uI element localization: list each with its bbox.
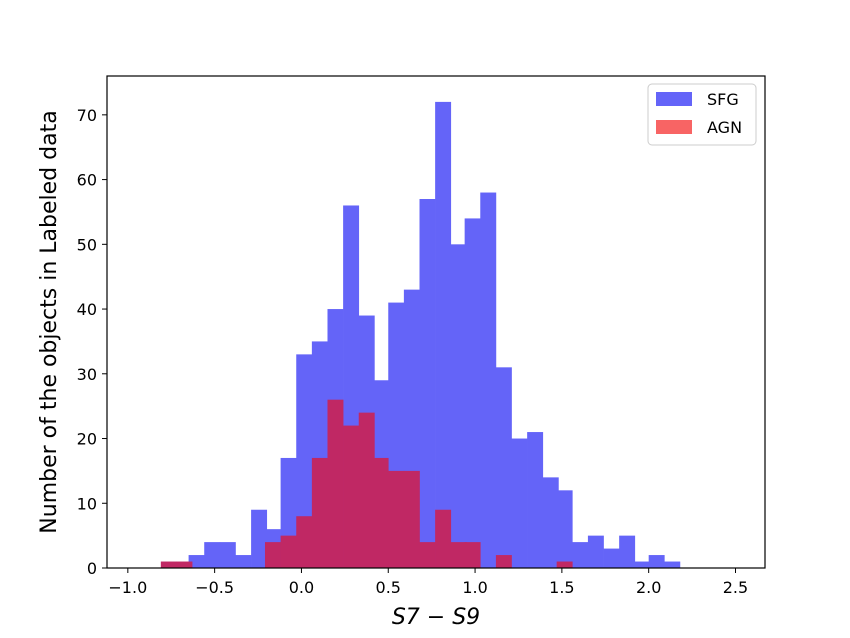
bar-sfg	[619, 535, 636, 568]
x-tick-label: 0.5	[376, 578, 401, 597]
bar-agn	[435, 509, 452, 568]
bar-agn	[419, 542, 436, 568]
bar-agn	[403, 470, 420, 568]
legend: SFG AGN	[647, 83, 757, 146]
bar-agn	[176, 561, 193, 568]
bar-sfg	[648, 555, 665, 568]
x-axis-label: S7 − S9	[392, 605, 480, 630]
y-tick-label: 40	[77, 300, 97, 319]
bar-sfg	[435, 101, 452, 568]
bar-sfg	[450, 244, 467, 568]
series-sfg	[188, 101, 681, 569]
bar-agn	[311, 457, 328, 568]
x-tick-label: 2.5	[723, 578, 748, 597]
bar-sfg	[634, 561, 651, 568]
legend-swatch-sfg	[656, 92, 692, 106]
bar-sfg	[204, 542, 221, 568]
bar-sfg	[511, 438, 528, 568]
bar-agn	[372, 457, 389, 568]
y-tick-label: 0	[87, 559, 97, 578]
legend-label-agn: AGN	[707, 118, 742, 137]
bar-agn	[296, 516, 313, 568]
bar-sfg	[235, 555, 252, 568]
bar-sfg	[419, 199, 436, 568]
x-tick-label: −1.0	[108, 578, 147, 597]
x-axis-ticks: −1.0 −0.5 0.0 0.5 1.0 1.5 2.0 2.5	[108, 568, 748, 597]
bar-sfg	[188, 555, 205, 568]
bar-agn	[450, 542, 467, 568]
y-tick-label: 30	[77, 365, 97, 384]
bar-agn	[556, 561, 573, 568]
bar-agn	[343, 425, 360, 568]
bars-layer	[160, 101, 681, 569]
x-tick-label: 1.5	[549, 578, 574, 597]
bar-agn	[495, 555, 512, 568]
bar-agn	[327, 399, 344, 568]
y-tick-label: 50	[77, 235, 97, 254]
bar-sfg	[664, 561, 681, 568]
legend-label-sfg: SFG	[707, 90, 739, 109]
y-tick-label: 20	[77, 430, 97, 449]
y-tick-label: 70	[77, 106, 97, 125]
plot-frame	[106, 75, 766, 569]
bar-sfg	[219, 542, 236, 568]
bar-agn	[464, 542, 481, 568]
bar-sfg	[480, 192, 497, 568]
y-axis-ticks: 0 10 20 30 40 50 60 70	[77, 106, 107, 578]
bar-agn	[264, 542, 281, 568]
bar-sfg	[542, 477, 559, 568]
series-agn	[160, 399, 573, 568]
y-tick-label: 60	[77, 171, 97, 190]
x-tick-label: 1.0	[462, 578, 487, 597]
y-axis-label: Number of the objects in Labeled data	[37, 110, 62, 533]
bar-sfg	[296, 354, 313, 568]
bar-sfg	[572, 542, 589, 568]
x-tick-label: 0.0	[289, 578, 314, 597]
bar-agn	[280, 535, 297, 568]
x-tick-label: 2.0	[636, 578, 661, 597]
bar-sfg	[495, 367, 512, 568]
bar-agn	[160, 561, 177, 568]
bar-agn	[358, 412, 375, 568]
bar-sfg	[587, 535, 604, 568]
bar-sfg	[556, 490, 573, 568]
x-tick-label: −0.5	[195, 578, 234, 597]
bar-sfg	[603, 548, 620, 568]
bar-agn	[388, 470, 405, 568]
bar-sfg	[464, 218, 481, 569]
bar-sfg	[527, 432, 544, 568]
bar-sfg	[251, 509, 268, 568]
y-tick-label: 10	[77, 494, 97, 513]
legend-swatch-agn	[656, 120, 692, 134]
